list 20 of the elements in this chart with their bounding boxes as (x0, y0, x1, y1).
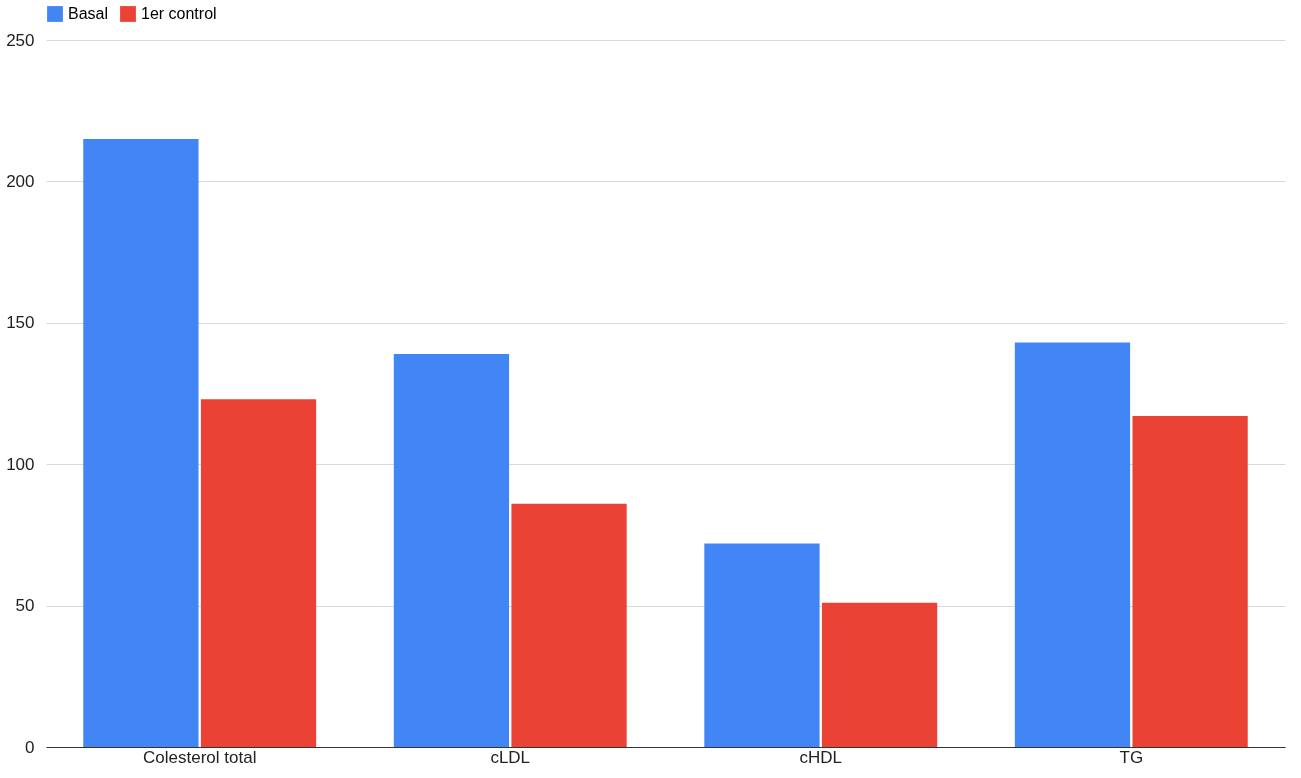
y-tick-label: 50 (15, 596, 35, 616)
y-tick-label: 150 (6, 313, 35, 333)
legend-label: 1er control (141, 5, 217, 22)
y-tick-label: 0 (25, 737, 35, 757)
bar (821, 602, 938, 747)
y-tick-label: 250 (6, 30, 35, 50)
bar (393, 353, 510, 747)
y-tick-label: 200 (6, 171, 35, 191)
y-tick-label: 100 (6, 454, 35, 474)
bar (511, 503, 627, 747)
x-tick-label: cHDL (799, 747, 843, 767)
legend-label: Basal (68, 5, 109, 22)
bar (1014, 342, 1131, 747)
x-tick-label: cLDL (490, 747, 531, 767)
bar (1132, 416, 1248, 747)
bar (200, 399, 317, 747)
x-tick-label: TG (1119, 747, 1144, 767)
bar (704, 543, 820, 747)
x-tick-label: Colesterol total (143, 747, 257, 767)
bar (83, 138, 199, 747)
